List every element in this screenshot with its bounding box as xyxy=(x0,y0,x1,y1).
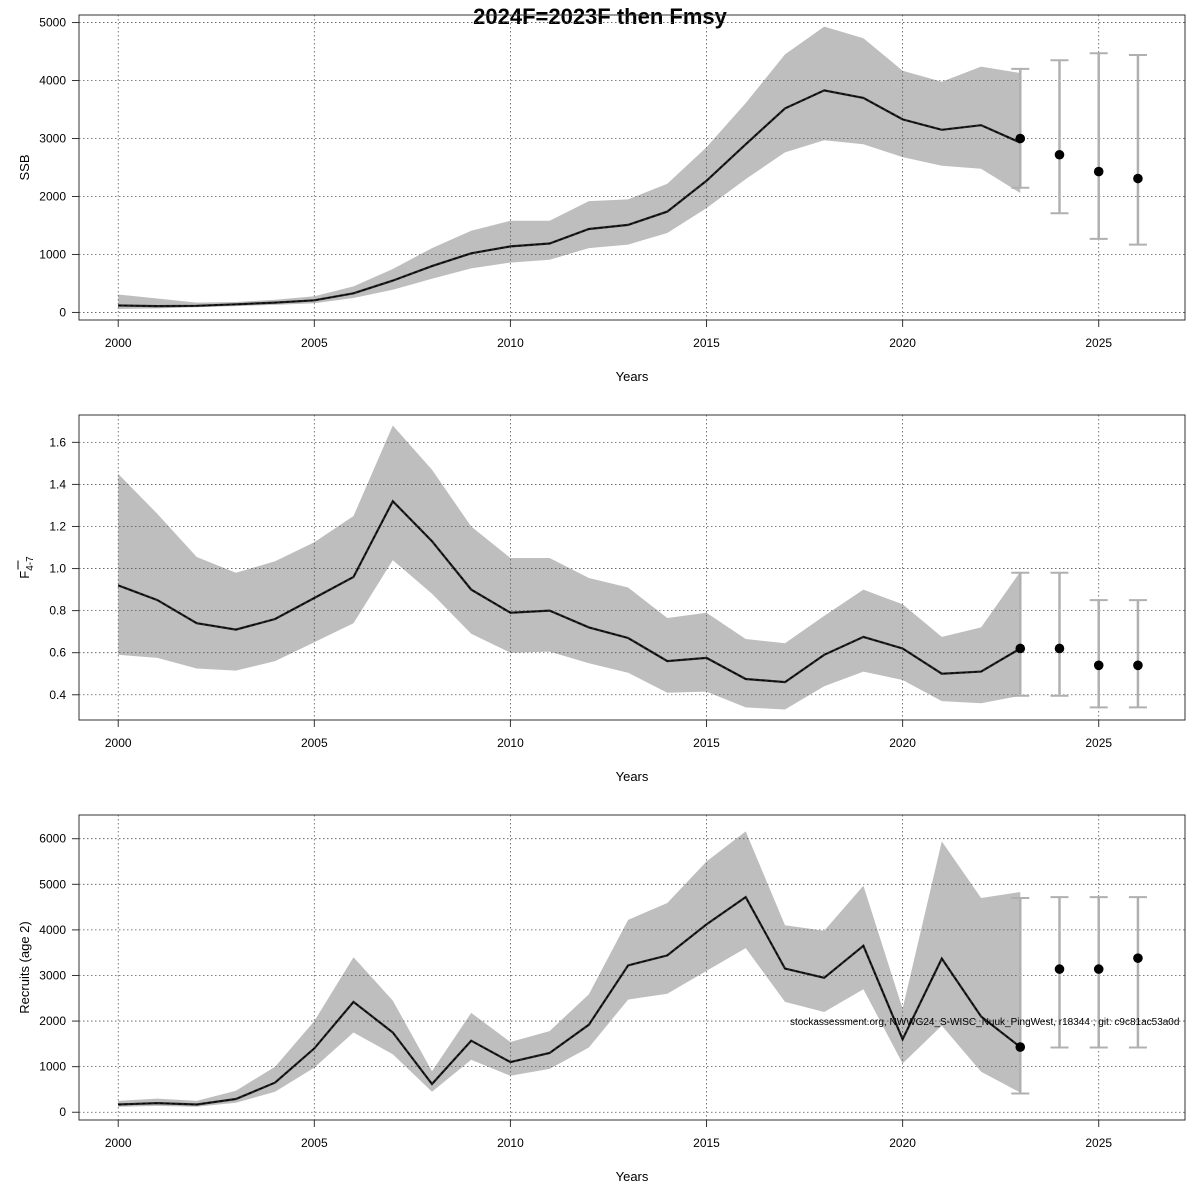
recruits-xtick-label: 2010 xyxy=(497,1136,524,1150)
ssb-xtick-label: 2015 xyxy=(693,336,720,350)
fbar-plot-frame xyxy=(78,414,1186,721)
ssb-ytick-label: 1000 xyxy=(39,247,66,261)
recruits-xtick-label: 2000 xyxy=(105,1136,132,1150)
recruits-forecast-point xyxy=(1015,1042,1026,1052)
recruits-ytick-label: 0 xyxy=(59,1105,66,1119)
ssb-estimate-dash xyxy=(118,89,1021,307)
fbar-ytick-label: 1.2 xyxy=(49,519,66,533)
ssb-ytick-label: 2000 xyxy=(39,189,66,203)
fbar-ytick-label: 1.0 xyxy=(49,562,66,576)
footnote: stockassessment.org, NWWG24_S-WISC_Nuuk_… xyxy=(790,1017,1179,1028)
ssb-forecast-point xyxy=(1015,133,1026,144)
fbar-xtick-label: 2025 xyxy=(1085,736,1112,750)
fbar-ytick-label: 1.4 xyxy=(49,477,66,491)
figure-title: 2024F=2023F then Fmsy xyxy=(473,4,728,29)
fbar-x-axis-label: Years xyxy=(616,769,649,784)
recruits-forecast-point xyxy=(1133,953,1143,963)
recruits-panel: 2000 2005 2010 2015 2020 2025 0 1000 2000 3000 400… xyxy=(17,814,1186,1184)
ssb-confidence-band xyxy=(118,26,1021,309)
recruits-forecast-point xyxy=(1093,964,1104,974)
fbar-ytick-label: 0.6 xyxy=(49,646,66,660)
fbar-xtick-label: 2020 xyxy=(889,736,916,750)
ssb-ytick-label: 0 xyxy=(59,305,66,319)
ssb-y-axis-label: SSB xyxy=(17,154,32,180)
fbar-xtick-label: 2015 xyxy=(693,736,720,750)
fbar-y-axis-label-subscript: 4-7 xyxy=(25,556,36,571)
ssb-xtick-label: 2025 xyxy=(1085,336,1112,350)
fbar-forecast-point xyxy=(1054,643,1065,654)
ssb-ytick-label: 3000 xyxy=(39,132,66,146)
ssb-xtick-label: 2020 xyxy=(889,336,916,350)
fbar-estimate-dash xyxy=(118,500,1021,683)
recruits-ytick-label: 3000 xyxy=(39,968,66,982)
recruits-ytick-label: 5000 xyxy=(39,877,66,891)
recruits-plot-frame xyxy=(78,814,1186,1121)
recruits-ytick-label: 1000 xyxy=(39,1060,66,1074)
ssb-xtick-label: 2010 xyxy=(497,336,524,350)
fbar-forecast-point xyxy=(1015,643,1026,654)
recruits-xtick-label: 2025 xyxy=(1085,1136,1112,1150)
recruits-x-axis-label: Years xyxy=(616,1169,649,1184)
recruits-confidence-band xyxy=(118,831,1021,1107)
ssb-xtick-label: 2005 xyxy=(301,336,328,350)
fbar-forecast-point xyxy=(1133,660,1143,671)
fbar-xtick-label: 2010 xyxy=(497,736,524,750)
ssb-xtick-label: 2000 xyxy=(105,336,132,350)
fbar-xtick-label: 2005 xyxy=(301,736,328,750)
ssb-ytick-label: 5000 xyxy=(39,16,66,30)
fbar-panel: 2000 2005 2010 2015 2020 2025 0.4 0.6 0.8 1.0 1.2 1… xyxy=(17,414,1186,784)
ssb-panel: 2000 2005 2010 2015 2020 2025 0 1000 2000 3000 400… xyxy=(17,14,1186,384)
ssb-x-axis-label: Years xyxy=(616,369,649,384)
recruits-forecast-point xyxy=(1054,964,1065,974)
ssb-ytick-label: 4000 xyxy=(39,74,66,88)
recruits-y-axis-label: Recruits (age 2) xyxy=(17,921,32,1013)
ssb-plot-frame xyxy=(78,14,1186,321)
ssb-forecast-point xyxy=(1093,166,1104,177)
recruits-xtick-label: 2020 xyxy=(889,1136,916,1150)
ssb-forecast-point xyxy=(1054,149,1065,160)
fbar-ytick-label: 1.6 xyxy=(49,435,66,449)
recruits-estimate-dash xyxy=(118,896,1021,1106)
fbar-confidence-band xyxy=(118,425,1021,710)
recruits-xtick-label: 2015 xyxy=(693,1136,720,1150)
ssb-forecast-point xyxy=(1133,173,1143,184)
recruits-ytick-label: 2000 xyxy=(39,1014,66,1028)
fbar-ytick-label: 0.4 xyxy=(49,688,66,702)
recruits-ytick-label: 4000 xyxy=(39,923,66,937)
fbar-ytick-label: 0.8 xyxy=(49,604,66,618)
fbar-forecast-point xyxy=(1093,660,1104,671)
recruits-xtick-label: 2005 xyxy=(301,1136,328,1150)
recruits-ytick-label: 6000 xyxy=(39,832,66,846)
fbar-xtick-label: 2000 xyxy=(105,736,132,750)
